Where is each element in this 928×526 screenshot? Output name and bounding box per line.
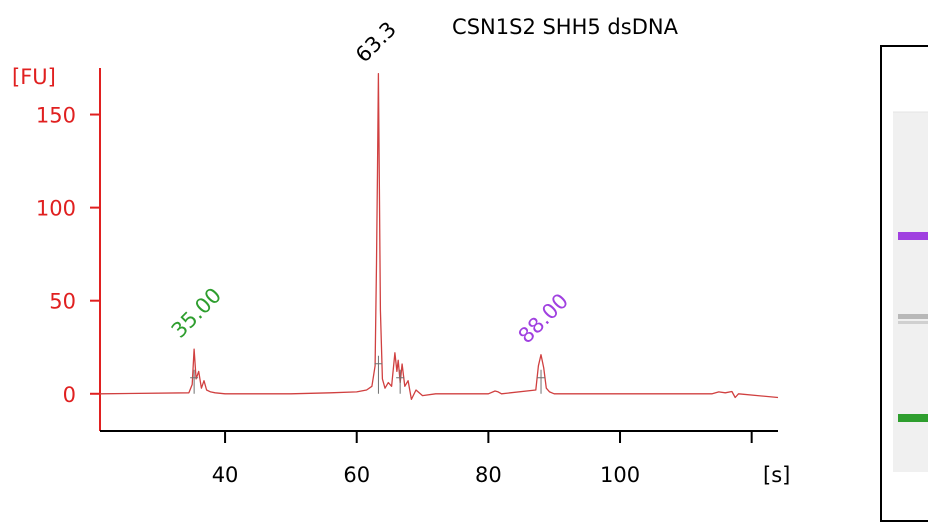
y-tick-label: 50 — [49, 290, 76, 314]
gel-band-upper-marker — [898, 232, 928, 240]
peak-bracket — [396, 369, 405, 394]
x-tick-label: 100 — [600, 463, 640, 487]
gel-band-sample — [898, 314, 928, 319]
gel-lane-background — [893, 112, 928, 472]
y-tick-label: 0 — [63, 383, 76, 407]
gel-lane-image — [880, 45, 928, 522]
series-line-0 — [99, 72, 779, 401]
chart-title: CSN1S2 SHH5 dsDNA — [452, 15, 679, 39]
y-axis-label: [FU] — [12, 65, 56, 89]
y-axis: [FU] 0 50 100 150 — [12, 65, 101, 431]
x-axis: [s] 40 60 80 100 — [100, 430, 790, 487]
x-tick-label: 40 — [212, 463, 239, 487]
gel-band-lower-marker — [898, 414, 928, 422]
peak-bracket — [190, 369, 199, 394]
x-tick-label: 60 — [343, 463, 370, 487]
plot-area: 35.00 63.3 88.00 — [99, 17, 779, 401]
peak-label: 88.00 — [514, 289, 573, 348]
y-tick-label: 150 — [36, 104, 76, 128]
peak-label: 35.00 — [167, 283, 226, 342]
gel-band-sample-shadow — [898, 321, 928, 324]
y-tick-label: 100 — [36, 197, 76, 221]
x-axis-label: [s] — [763, 463, 790, 487]
peak-bracket — [374, 355, 383, 394]
peak-label: 63.3 — [351, 17, 401, 67]
peak-bracket — [537, 369, 546, 394]
x-tick-label: 80 — [475, 463, 502, 487]
